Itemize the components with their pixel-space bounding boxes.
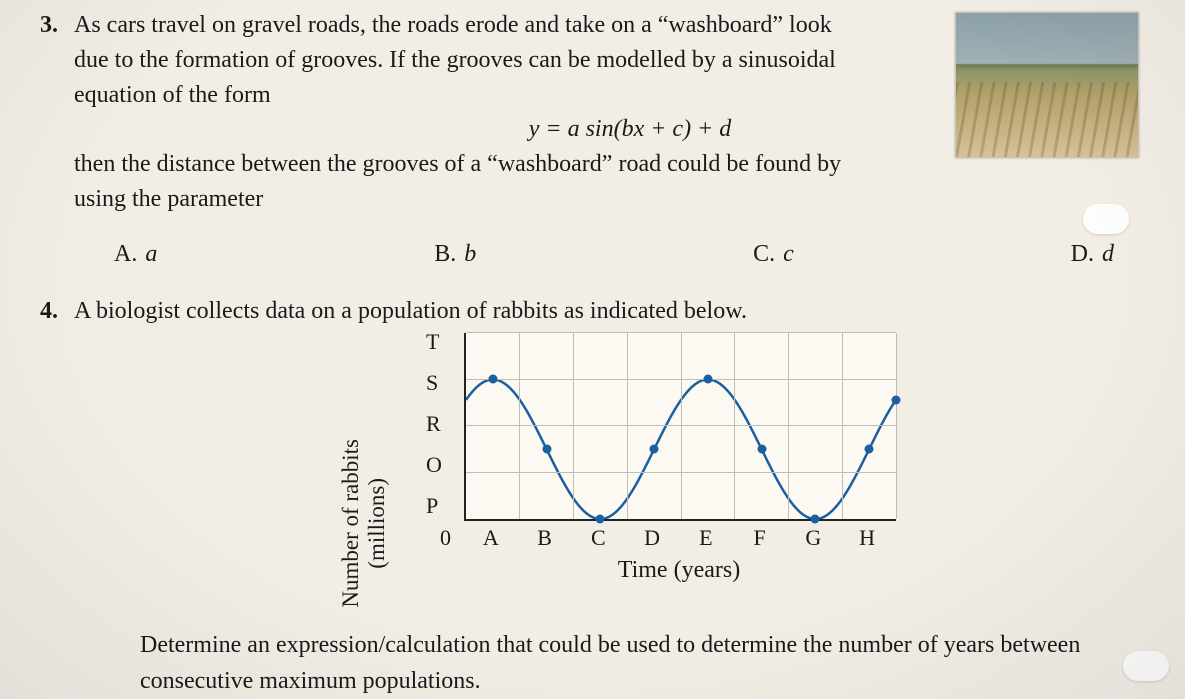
xtick: G: [787, 525, 841, 551]
q3-line3: equation of the form: [40, 78, 940, 113]
chart-marker: [811, 514, 820, 523]
choice-value: d: [1102, 241, 1114, 267]
question-3: 3.As cars travel on gravel roads, the ro…: [40, 8, 1145, 268]
q3-choice-b[interactable]: B. b: [434, 241, 476, 268]
xtick: B: [518, 525, 572, 551]
choice-value: c: [783, 241, 794, 267]
ylabel-main: Number of rabbits: [338, 439, 363, 608]
chart-marker: [488, 375, 497, 384]
chart-marker: [542, 445, 551, 454]
chart-marker: [757, 445, 766, 454]
q3-line5: using the parameter: [40, 182, 974, 217]
ylabel-sub: (millions): [364, 439, 390, 608]
q3-number: 3.: [40, 8, 74, 43]
gridline-horizontal: [466, 379, 896, 380]
washboard-road-photo: [955, 12, 1139, 158]
choice-value: a: [145, 241, 157, 267]
choice-letter: D.: [1071, 241, 1094, 267]
chart-marker: [596, 514, 605, 523]
annotation-bubble-icon[interactable]: [1123, 651, 1169, 681]
q3-choice-c[interactable]: C. c: [753, 241, 794, 268]
page: 3.As cars travel on gravel roads, the ro…: [0, 0, 1185, 699]
chart-marker: [892, 395, 901, 404]
xtick: E: [679, 525, 733, 551]
question-4: 4.A biologist collects data on a populat…: [40, 298, 1145, 699]
choice-letter: C.: [753, 241, 775, 267]
q3-line2: due to the formation of grooves. If the …: [40, 43, 940, 78]
gridline-horizontal: [466, 472, 896, 473]
q4-intro: A biologist collects data on a populatio…: [74, 298, 747, 324]
chart-marker: [865, 445, 874, 454]
choice-value: b: [464, 241, 476, 267]
chart-yticks: T S R O P: [426, 329, 442, 519]
q3-text: 3.As cars travel on gravel roads, the ro…: [40, 8, 940, 112]
choice-letter: A.: [114, 241, 137, 267]
ytick: T: [426, 329, 442, 355]
chart-ylabel: Number of rabbits (millions): [338, 439, 390, 608]
chart-xticks: 0 A B C D E F G H: [464, 525, 894, 551]
q3-choices: A. a B. b C. c D. d: [40, 241, 1114, 268]
xtick: A: [464, 525, 518, 551]
xtick: C: [572, 525, 626, 551]
gridline-horizontal: [466, 332, 896, 333]
q3-equation: y = a sin(bx + c) + d: [310, 116, 950, 143]
q3-choice-a[interactable]: A. a: [114, 241, 157, 268]
annotation-bubble-icon[interactable]: [1083, 204, 1129, 234]
q3-line1: As cars travel on gravel roads, the road…: [74, 12, 832, 38]
ytick: P: [426, 493, 442, 519]
q4-number: 4.: [40, 298, 74, 325]
xtick-origin: 0: [440, 525, 451, 551]
q4-followup: Determine an expression/calculation that…: [40, 627, 1145, 699]
chart-marker: [650, 445, 659, 454]
xtick: H: [840, 525, 894, 551]
ytick: S: [426, 370, 442, 396]
xtick: F: [733, 525, 787, 551]
xtick: D: [625, 525, 679, 551]
chart-marker: [703, 375, 712, 384]
chart-plot-area: [464, 333, 896, 521]
ytick: O: [426, 452, 442, 478]
q3-line4: then the distance between the grooves of…: [40, 147, 974, 182]
gridline-horizontal: [466, 425, 896, 426]
chart-xlabel: Time (years): [464, 557, 894, 584]
ytick: R: [426, 411, 442, 437]
rabbit-population-chart: Number of rabbits (millions) T S R O P 0…: [370, 329, 930, 549]
choice-letter: B.: [434, 241, 456, 267]
q3-choice-d[interactable]: D. d: [1071, 241, 1114, 268]
